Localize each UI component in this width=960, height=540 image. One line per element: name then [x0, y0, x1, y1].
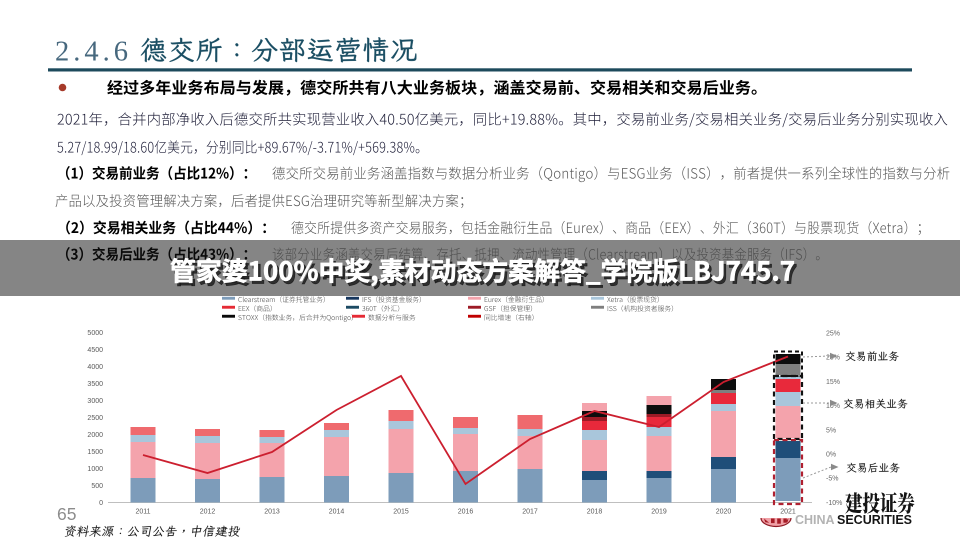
svg-text:10%: 10%: [826, 403, 840, 410]
svg-text:1500: 1500: [87, 449, 103, 456]
svg-text:2.4.6: 2.4.6: [55, 37, 132, 68]
svg-text:2017: 2017: [522, 509, 538, 516]
svg-text:2013: 2013: [264, 509, 280, 516]
svg-text:2012: 2012: [200, 509, 216, 516]
svg-text:2020: 2020: [716, 509, 732, 516]
svg-text:-10%: -10%: [826, 500, 842, 507]
svg-text:2021: 2021: [780, 509, 796, 516]
svg-text:20%: 20%: [826, 355, 840, 362]
svg-text:2500: 2500: [87, 415, 103, 422]
svg-text:2011: 2011: [135, 509, 150, 516]
svg-text:3500: 3500: [87, 381, 103, 388]
svg-text:500: 500: [91, 483, 103, 490]
svg-text:CHINA: CHINA: [795, 513, 835, 527]
svg-text:5000: 5000: [87, 330, 103, 337]
svg-text:25%: 25%: [826, 331, 840, 338]
svg-text:65: 65: [57, 504, 76, 524]
svg-text:0: 0: [99, 500, 103, 507]
svg-text:SECURITIES: SECURITIES: [837, 513, 912, 527]
svg-text:2016: 2016: [458, 509, 474, 516]
svg-text:2018: 2018: [587, 509, 603, 516]
svg-text:0%: 0%: [826, 452, 836, 459]
svg-text:5%: 5%: [826, 427, 836, 434]
svg-text:2000: 2000: [87, 432, 103, 439]
svg-text:4000: 4000: [87, 364, 103, 371]
svg-text:15%: 15%: [826, 379, 840, 386]
svg-text:1000: 1000: [87, 466, 103, 473]
svg-text:-5%: -5%: [826, 476, 838, 483]
svg-text:4500: 4500: [87, 347, 103, 354]
svg-text:2015: 2015: [393, 509, 409, 516]
svg-text:2019: 2019: [651, 509, 667, 516]
svg-text:3000: 3000: [87, 398, 103, 405]
svg-text:2014: 2014: [329, 509, 345, 516]
